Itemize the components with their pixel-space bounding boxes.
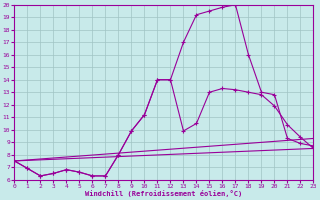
X-axis label: Windchill (Refroidissement éolien,°C): Windchill (Refroidissement éolien,°C) xyxy=(85,190,243,197)
